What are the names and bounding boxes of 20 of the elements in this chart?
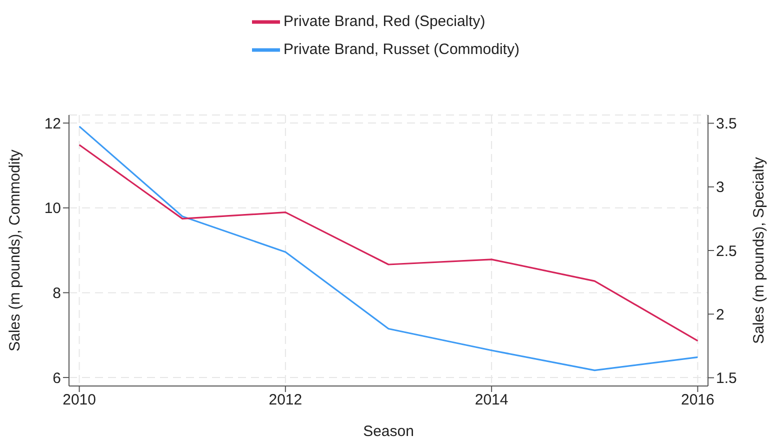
y-axis-title: Sales (m pounds), Commodity	[6, 149, 24, 352]
y2-tick-label: 1.5	[716, 370, 737, 388]
y-tick-label: 12	[44, 115, 61, 132]
legend-label: Private Brand, Red (Specialty)	[284, 12, 486, 30]
y2-tick-label: 3	[716, 179, 724, 196]
line-series	[78, 126, 698, 372]
y2-tick-label: 2	[716, 306, 724, 324]
x-tick-label: 2010	[62, 392, 96, 409]
y2-axis-title: Sales (m pounds), Specialty	[750, 156, 768, 344]
y2-tick-label: 2.5	[716, 242, 737, 260]
line-series	[78, 144, 698, 342]
y2-tick-label: 3.5	[716, 116, 737, 133]
x-tick-label: 2014	[474, 392, 508, 409]
x-tick-label: 2012	[268, 392, 302, 409]
legend-label: Private Brand, Russet (Commodity)	[284, 40, 520, 58]
y-tick-label: 6	[52, 370, 61, 387]
y-tick-label: 10	[44, 200, 61, 218]
x-tick-label: 2016	[681, 392, 714, 409]
x-axis-title: Season	[363, 423, 414, 440]
y-tick-label: 8	[52, 285, 61, 302]
